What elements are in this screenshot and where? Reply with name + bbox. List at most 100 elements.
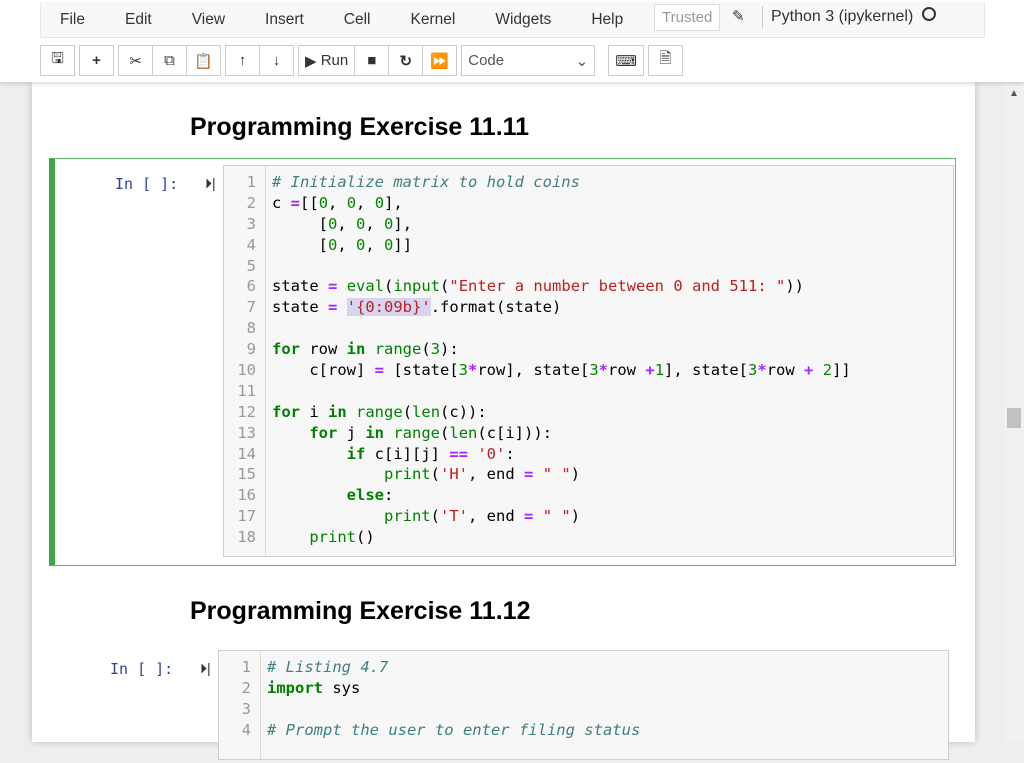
code-token <box>468 445 477 463</box>
code-text <box>261 699 267 720</box>
code-token: ( <box>430 507 440 526</box>
code-line: 18 print() <box>224 527 953 548</box>
code-token: range <box>356 402 403 421</box>
code-token: ( <box>440 277 450 296</box>
kernel-status-icon <box>922 7 936 21</box>
code-token: "Enter a number between 0 and 511: " <box>449 277 786 296</box>
move-up-button[interactable]: ↑ <box>225 45 260 76</box>
run-all-button[interactable]: ⏩ <box>422 45 458 76</box>
line-number: 11 <box>237 381 256 400</box>
line-number: 6 <box>246 277 256 296</box>
code-token: ( <box>430 465 440 484</box>
code-token <box>813 361 822 379</box>
scrollbar[interactable]: ▲ <box>1004 82 1024 742</box>
menu-view[interactable]: View <box>191 10 226 28</box>
code-editor[interactable]: 1 # Listing 4.7 2 import sys 3 4 # Prompt the … <box>218 650 949 760</box>
code-token: " " <box>542 507 571 526</box>
run-cell-icon[interactable]: ⏵| <box>200 660 211 676</box>
code-token: : <box>383 486 394 505</box>
code-token: ( <box>421 340 431 359</box>
code-token: ]] <box>393 235 413 254</box>
code-token: () <box>356 528 375 547</box>
code-text: # Prompt the user to enter filing status <box>261 720 640 741</box>
code-token: len <box>449 423 478 442</box>
menu-edit[interactable]: Edit <box>124 10 152 28</box>
code-token: 2 <box>822 361 833 380</box>
copy-button[interactable]: ⧉ <box>152 45 187 76</box>
command-palette-button[interactable]: ⌨ <box>608 45 644 76</box>
menu-kernel[interactable]: Kernel <box>410 10 456 28</box>
line-number: 14 <box>237 444 256 463</box>
code-token: [ <box>272 214 328 233</box>
menu-cell[interactable]: Cell <box>343 10 371 28</box>
scrollbar-thumb[interactable] <box>1007 408 1021 428</box>
document-icon: 🗎 <box>659 50 672 67</box>
notes-button[interactable]: 🗎 <box>647 45 683 76</box>
code-token: = <box>328 298 338 317</box>
code-text: state = '{0:09b}'.format(state) <box>266 297 561 318</box>
code-text: [0, 0, 0], <box>266 214 412 235</box>
code-editor[interactable]: 1 # Initialize matrix to hold coins 2 c =[[… <box>223 165 954 557</box>
cell-prompt: In [ ]: <box>110 660 174 678</box>
code-line: 14 if c[i][j] == '0': <box>224 444 953 465</box>
scroll-up-icon[interactable]: ▲ <box>1009 88 1019 99</box>
insert-cell-button[interactable]: + <box>79 45 114 76</box>
code-token: = <box>524 465 534 484</box>
run-button[interactable]: ▶ Run <box>298 45 356 76</box>
cell-type-select[interactable]: Code ⌄ <box>461 45 596 76</box>
code-token: [state[ <box>384 361 459 380</box>
menu-insert[interactable]: Insert <box>265 10 304 28</box>
code-text: print() <box>266 527 375 548</box>
code-token: , <box>356 193 375 212</box>
line-number: 16 <box>237 486 256 505</box>
code-cell[interactable]: In [ ]: ⏵| 1 # Initialize matrix to hold … <box>49 158 956 566</box>
code-token: 0 <box>328 235 338 254</box>
run-label: Run <box>320 52 349 69</box>
code-token <box>272 528 309 546</box>
interrupt-button[interactable]: ■ <box>354 45 390 76</box>
code-token: range <box>393 423 441 442</box>
line-number: 10 <box>237 361 256 380</box>
code-line: 1 # Listing 4.7 <box>219 657 948 678</box>
fast-forward-icon: ⏩ <box>430 52 450 70</box>
code-token: 3 <box>589 361 599 380</box>
code-token: in <box>346 340 366 359</box>
code-token: , <box>337 214 357 233</box>
code-token: 3 <box>458 361 468 380</box>
code-token: == <box>449 444 468 463</box>
save-button[interactable]: 🖫 <box>40 45 75 76</box>
code-token: eval <box>346 277 385 296</box>
code-text: for i in range(len(c)): <box>266 402 487 423</box>
code-token <box>384 424 393 442</box>
menu-widgets[interactable]: Widgets <box>495 10 552 28</box>
menu-file[interactable]: File <box>60 10 85 28</box>
code-token: [ <box>272 235 328 254</box>
code-token: row <box>766 361 805 380</box>
pencil-icon[interactable]: ✎ <box>732 8 745 25</box>
move-down-button[interactable]: ↓ <box>259 45 294 76</box>
code-token: 'T' <box>440 507 468 526</box>
code-token: * <box>598 361 609 380</box>
line-number: 18 <box>237 528 256 547</box>
line-number: 2 <box>241 678 251 697</box>
code-token: = <box>290 193 301 212</box>
code-token: ], <box>384 193 403 212</box>
line-number: 17 <box>237 507 256 526</box>
menu-help[interactable]: Help <box>591 10 624 28</box>
code-line: 15 print('H', end = " ") <box>224 464 953 485</box>
stop-icon: ■ <box>367 52 377 69</box>
restart-button[interactable]: ↻ <box>388 45 424 76</box>
paste-button[interactable]: 📋 <box>186 45 221 76</box>
code-token: 0 <box>384 235 394 254</box>
code-token: ) <box>570 465 581 484</box>
trusted-badge[interactable]: Trusted <box>654 4 721 31</box>
kernel-name[interactable]: Python 3 (ipykernel) <box>762 6 913 28</box>
code-token: row], state[ <box>477 361 590 380</box>
run-cell-icon[interactable]: ⏵| <box>205 175 216 191</box>
code-token: ]] <box>832 361 851 380</box>
code-token: [[ <box>300 193 319 212</box>
cut-button[interactable]: ✂ <box>118 45 153 76</box>
code-token: for <box>272 402 300 421</box>
code-cell[interactable]: In [ ]: ⏵| 1 # Listing 4.7 2 import sys 3 4 # … <box>49 643 956 763</box>
code-line: 4 # Prompt the user to enter filing statu… <box>219 720 948 741</box>
